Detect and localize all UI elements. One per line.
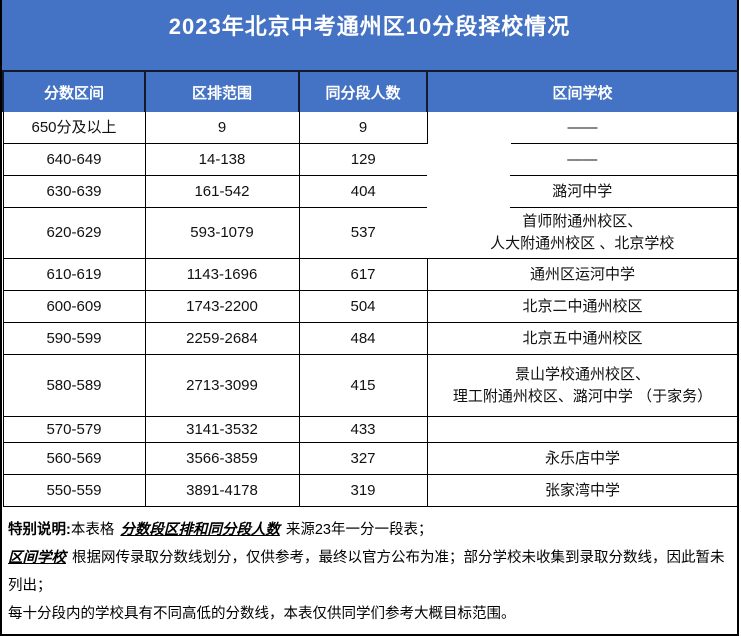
- cell-schools: 首师附通州校区、 人大附通州校区 、北京学校: [427, 207, 739, 259]
- page-title: 2023年北京中考通州区10分段择校情况: [168, 14, 571, 39]
- col-header-segment-schools: 区间学校: [426, 70, 739, 112]
- cell-rank-range: 2259-2684: [144, 322, 300, 355]
- table-row: 650分及以上 9 9 ——: [2, 111, 739, 144]
- cell-count: 433: [298, 416, 428, 443]
- cell-count: 9: [298, 111, 428, 144]
- header-row: 分数区间 区排范围 同分段人数 区间学校: [2, 70, 739, 112]
- school-line: 人大附通州校区 、北京学校: [490, 234, 675, 252]
- cell-score-range: 620-629: [2, 207, 146, 259]
- cell-count: 327: [298, 442, 428, 475]
- cell-rank-range: 1743-2200: [144, 290, 300, 323]
- table-row: 610-619 1143-1696 617 通州区运河中学: [2, 258, 739, 291]
- cell-score-range: 610-619: [2, 258, 146, 291]
- cell-schools: 永乐店中学: [426, 442, 739, 475]
- note-underlined-term: 分数段区排和同分段人数: [120, 522, 280, 538]
- cell-score-range: 600-609: [2, 290, 146, 323]
- school-line: 景山学校通州校区、: [514, 365, 650, 383]
- cell-schools: [426, 416, 739, 443]
- cell-schools: ——: [427, 143, 739, 176]
- note-label: 特别说明:: [8, 522, 71, 538]
- table-row: 550-559 3891-4178 319 张家湾中学: [2, 474, 739, 507]
- cell-count: 415: [298, 354, 428, 417]
- note-line-3: 每十分段内的学校具有不同高低的分数线，本表仅供同学们参考大概目标范围。: [8, 606, 516, 622]
- table-row: 560-569 3566-3859 327 永乐店中学: [2, 442, 739, 475]
- cell-schools: 潞河中学: [427, 175, 739, 208]
- table-row: 590-599 2259-2684 484 北京五中通州校区: [2, 322, 739, 355]
- cell-count: 617: [298, 258, 428, 291]
- cell-score-range: 590-599: [2, 322, 146, 355]
- score-segment-table: 分数区间 区排范围 同分段人数 区间学校 650分及以上 9 9 —— 640-…: [2, 70, 739, 507]
- col-header-score-range: 分数区间: [2, 70, 146, 112]
- cell-score-range: 640-649: [2, 143, 146, 176]
- cell-schools: 北京五中通州校区: [426, 322, 739, 355]
- cell-count: 319: [298, 474, 428, 507]
- cell-schools: 景山学校通州校区、 理工附通州校区、潞河中学 （于家务）: [426, 354, 739, 417]
- cell-schools: ——: [426, 111, 739, 144]
- cell-rank-range: 2713-3099: [144, 354, 300, 417]
- note-underlined-term: 区间学校: [8, 550, 66, 566]
- cell-schools: 张家湾中学: [426, 474, 739, 507]
- cell-schools: 北京二中通州校区: [426, 290, 739, 323]
- cell-score-range: 550-559: [2, 474, 146, 507]
- cell-rank-range: 3566-3859: [144, 442, 300, 475]
- cell-score-range: 650分及以上: [2, 111, 146, 144]
- cell-count: 404: [298, 175, 428, 208]
- cell-count: 129: [298, 143, 428, 176]
- table-row: 640-649 14-138 129 ——: [2, 143, 739, 176]
- cell-rank-range: 593-1079: [144, 207, 300, 259]
- col-header-rank-range: 区排范围: [144, 70, 300, 112]
- table-row: 570-579 3141-3532 433: [2, 416, 739, 443]
- note-line-2: 区间学校 根据网传录取分数线划分，仅供参考，最终以官方公布为准；部分学校未收集到录…: [8, 550, 725, 594]
- cell-rank-range: 1143-1696: [144, 258, 300, 291]
- cell-score-range: 630-639: [2, 175, 146, 208]
- cell-count: 504: [298, 290, 428, 323]
- cell-count: 484: [298, 322, 428, 355]
- cell-score-range: 580-589: [2, 354, 146, 417]
- school-line: 首师附通州校区、: [522, 212, 643, 230]
- cell-rank-range: 9: [144, 111, 300, 144]
- table-row: 600-609 1743-2200 504 北京二中通州校区: [2, 290, 739, 323]
- cell-rank-range: 3141-3532: [144, 416, 300, 443]
- cell-rank-range: 161-542: [144, 175, 300, 208]
- col-header-segment-count: 同分段人数: [298, 70, 428, 112]
- cell-count: 537: [298, 207, 428, 259]
- notes-section: 特别说明:本表格 分数段区排和同分段人数 来源23年一分一段表； 区间学校 根据网传录…: [2, 507, 737, 634]
- table-row: 580-589 2713-3099 415 景山学校通州校区、 理工附通州校区、…: [2, 354, 739, 417]
- title-bar: 2023年北京中考通州区10分段择校情况: [2, 0, 737, 70]
- cell-score-range: 560-569: [2, 442, 146, 475]
- note-line-1: 特别说明:本表格 分数段区排和同分段人数 来源23年一分一段表；: [8, 522, 433, 538]
- school-line: 理工附通州校区、潞河中学 （于家务）: [452, 387, 713, 405]
- cell-schools: 通州区运河中学: [426, 258, 739, 291]
- table-row: 630-639 161-542 404 潞河中学: [2, 175, 739, 208]
- cell-score-range: 570-579: [2, 416, 146, 443]
- table-row: 620-629 593-1079 537 首师附通州校区、 人大附通州校区 、北…: [2, 207, 739, 259]
- cell-rank-range: 14-138: [144, 143, 300, 176]
- cell-rank-range: 3891-4178: [144, 474, 300, 507]
